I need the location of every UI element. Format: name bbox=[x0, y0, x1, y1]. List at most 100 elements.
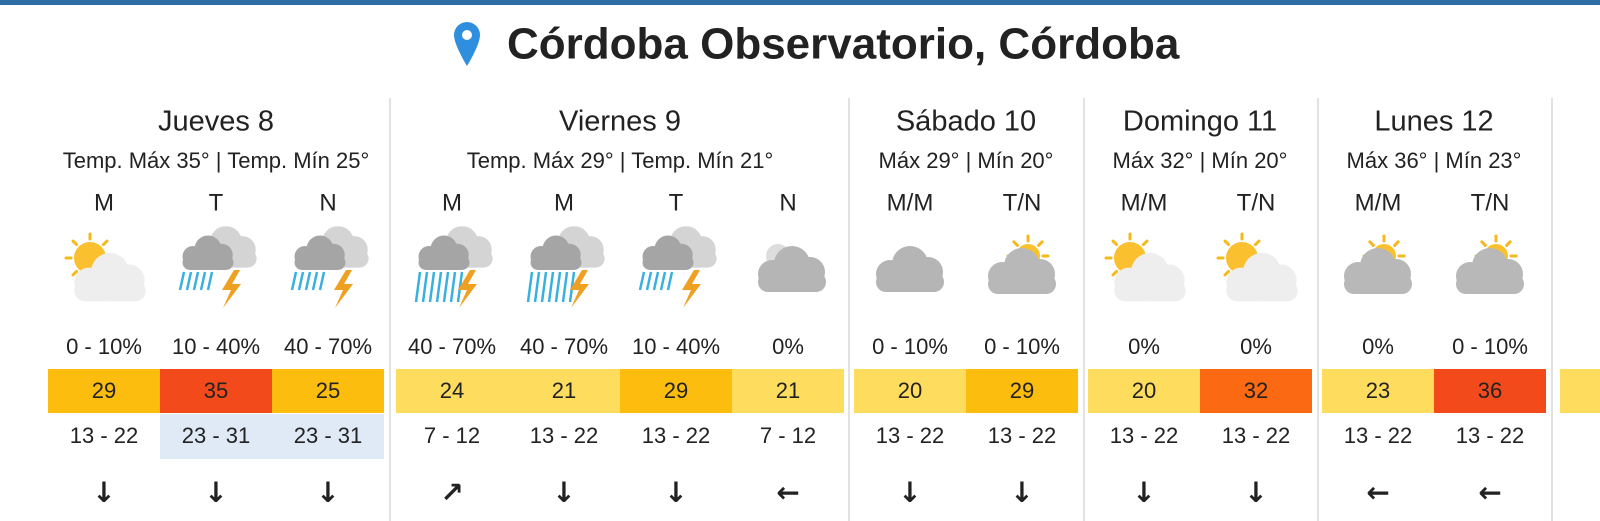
wind-speed: 7 - 12 bbox=[424, 423, 480, 448]
temp-cell bbox=[48, 369, 160, 413]
period-label: M bbox=[442, 189, 462, 216]
sun-ray bbox=[1012, 240, 1019, 247]
day-name: Lunes 12 bbox=[1374, 106, 1493, 138]
wind-highlight bbox=[272, 414, 384, 459]
wind-direction: ↓ bbox=[1010, 476, 1033, 509]
rain bbox=[449, 271, 457, 303]
temperature: 29 bbox=[664, 378, 688, 403]
temperature: 35 bbox=[204, 378, 228, 403]
lightning bbox=[334, 270, 353, 308]
wind-speed: 13 - 22 bbox=[642, 423, 711, 448]
wind-speed: 23 - 31 bbox=[182, 423, 251, 448]
rain bbox=[206, 271, 214, 291]
period-label: T/N bbox=[1237, 189, 1276, 216]
rain-chance: 0% bbox=[1128, 334, 1160, 359]
rain-chance: 40 - 70% bbox=[520, 334, 608, 359]
temp-cell bbox=[508, 369, 620, 413]
rain bbox=[414, 271, 422, 303]
rain bbox=[652, 271, 660, 291]
sun-ray bbox=[1223, 239, 1231, 247]
wind-speed: 13 - 22 bbox=[70, 423, 139, 448]
rain bbox=[290, 271, 298, 291]
temperature: 29 bbox=[1010, 378, 1034, 403]
period-label: N bbox=[319, 189, 336, 216]
period-label: T bbox=[209, 189, 224, 216]
weather-icon bbox=[758, 244, 826, 292]
cloud-base bbox=[642, 255, 694, 270]
day-summary: Máx 36° | Mín 23° bbox=[1347, 148, 1522, 173]
temperature: 20 bbox=[1132, 378, 1156, 403]
sun-ray bbox=[1111, 269, 1119, 277]
cloud-base bbox=[1456, 274, 1524, 294]
sun-ray bbox=[1223, 269, 1231, 277]
weather-icon bbox=[1344, 234, 1412, 294]
next-day-edge bbox=[1560, 369, 1600, 413]
rain bbox=[311, 271, 319, 291]
temp-cell bbox=[620, 369, 732, 413]
wind-speed: 13 - 22 bbox=[1222, 423, 1291, 448]
rain-chance: 40 - 70% bbox=[408, 334, 496, 359]
rain bbox=[304, 271, 312, 291]
period-label: N bbox=[779, 189, 796, 216]
rain-chance: 10 - 40% bbox=[632, 334, 720, 359]
temp-cell bbox=[732, 369, 844, 413]
period-label: M/M bbox=[887, 189, 934, 216]
period-label: T bbox=[669, 189, 684, 216]
wind-speed: 23 - 31 bbox=[294, 423, 363, 448]
sun-ray bbox=[1368, 240, 1375, 247]
weather-icon bbox=[988, 234, 1056, 294]
rain-chance: 0 - 10% bbox=[872, 334, 948, 359]
cloud-base bbox=[1226, 280, 1298, 302]
cloud-base bbox=[294, 255, 346, 270]
day-name: Sábado 10 bbox=[896, 106, 1036, 138]
lightning bbox=[222, 270, 241, 308]
weather-icon bbox=[638, 226, 717, 308]
title: Córdoba Observatorio, Córdoba bbox=[507, 20, 1180, 69]
weather-icon bbox=[1216, 232, 1298, 302]
rain bbox=[297, 271, 305, 291]
wind-direction: ↓ bbox=[552, 476, 575, 509]
weather-icon bbox=[526, 226, 605, 308]
cloud-base bbox=[530, 255, 582, 270]
rain bbox=[533, 271, 541, 303]
sun-ray bbox=[1480, 240, 1487, 247]
pin-icon bbox=[454, 22, 480, 66]
top-bar bbox=[0, 0, 1600, 5]
period-label: M/M bbox=[1355, 189, 1402, 216]
rain bbox=[554, 271, 562, 303]
rain-chance: 0 - 10% bbox=[66, 334, 142, 359]
weather-icon bbox=[290, 226, 369, 308]
wind-direction: ← bbox=[776, 476, 799, 509]
sun-ray bbox=[71, 269, 79, 277]
day-summary: Máx 29° | Mín 20° bbox=[879, 148, 1054, 173]
sun-ray bbox=[1111, 239, 1119, 247]
temp-cell bbox=[272, 369, 384, 413]
wind-speed: 13 - 22 bbox=[1110, 423, 1179, 448]
temperature: 29 bbox=[92, 378, 116, 403]
wind-direction: ↓ bbox=[316, 476, 339, 509]
wind-speed: 13 - 22 bbox=[1456, 423, 1525, 448]
sun-ray bbox=[1505, 240, 1512, 247]
cloud-base bbox=[418, 255, 470, 270]
rain-chance: 0% bbox=[1240, 334, 1272, 359]
day-summary: Temp. Máx 29° | Temp. Mín 21° bbox=[467, 148, 774, 173]
temperature: 25 bbox=[316, 378, 340, 403]
cloud-base bbox=[758, 272, 826, 292]
rain-chance: 0 - 10% bbox=[1452, 334, 1528, 359]
rain bbox=[192, 271, 200, 291]
wind-highlight bbox=[160, 414, 272, 459]
temp-cell bbox=[966, 369, 1078, 413]
day-name: Domingo 11 bbox=[1123, 106, 1277, 138]
temp-cell bbox=[1434, 369, 1546, 413]
rain-chance: 40 - 70% bbox=[284, 334, 372, 359]
weather-icon bbox=[414, 226, 493, 308]
wind-direction: ↓ bbox=[1132, 476, 1155, 509]
period-label: T/N bbox=[1003, 189, 1042, 216]
rain bbox=[547, 271, 555, 303]
rain bbox=[178, 271, 186, 291]
period-label: M/M bbox=[1121, 189, 1168, 216]
rain bbox=[645, 271, 653, 291]
temperature: 20 bbox=[898, 378, 922, 403]
temperature: 36 bbox=[1478, 378, 1502, 403]
